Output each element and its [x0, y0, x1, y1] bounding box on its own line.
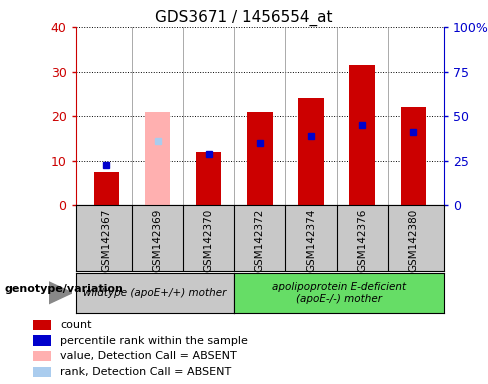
Polygon shape	[49, 282, 72, 304]
Bar	[94, 172, 119, 205]
Text: wildtype (apoE+/+) mother: wildtype (apoE+/+) mother	[83, 288, 226, 298]
Text: rank, Detection Call = ABSENT: rank, Detection Call = ABSENT	[61, 367, 232, 377]
Text: genotype/variation: genotype/variation	[5, 284, 124, 294]
Text: count: count	[61, 320, 92, 330]
Bar	[33, 319, 51, 330]
Text: GSM142376: GSM142376	[357, 209, 367, 272]
Bar	[33, 336, 51, 346]
Bar	[247, 112, 273, 205]
Text: GSM142372: GSM142372	[255, 209, 265, 272]
Bar	[401, 107, 426, 205]
Text: percentile rank within the sample: percentile rank within the sample	[61, 336, 248, 346]
Text: GSM142380: GSM142380	[408, 209, 418, 272]
Bar	[145, 112, 170, 205]
Text: GSM142367: GSM142367	[102, 209, 111, 272]
Text: value, Detection Call = ABSENT: value, Detection Call = ABSENT	[61, 351, 237, 361]
Text: GSM142370: GSM142370	[203, 209, 214, 272]
Bar	[298, 98, 324, 205]
Text: GDS3671 / 1456554_at: GDS3671 / 1456554_at	[155, 10, 333, 26]
Bar	[33, 351, 51, 361]
Text: apolipoprotein E-deficient
(apoE-/-) mother: apolipoprotein E-deficient (apoE-/-) mot…	[272, 282, 406, 304]
Bar	[349, 65, 375, 205]
Bar	[33, 367, 51, 377]
Text: GSM142374: GSM142374	[306, 209, 316, 272]
Bar	[196, 152, 222, 205]
Text: GSM142369: GSM142369	[153, 209, 163, 272]
